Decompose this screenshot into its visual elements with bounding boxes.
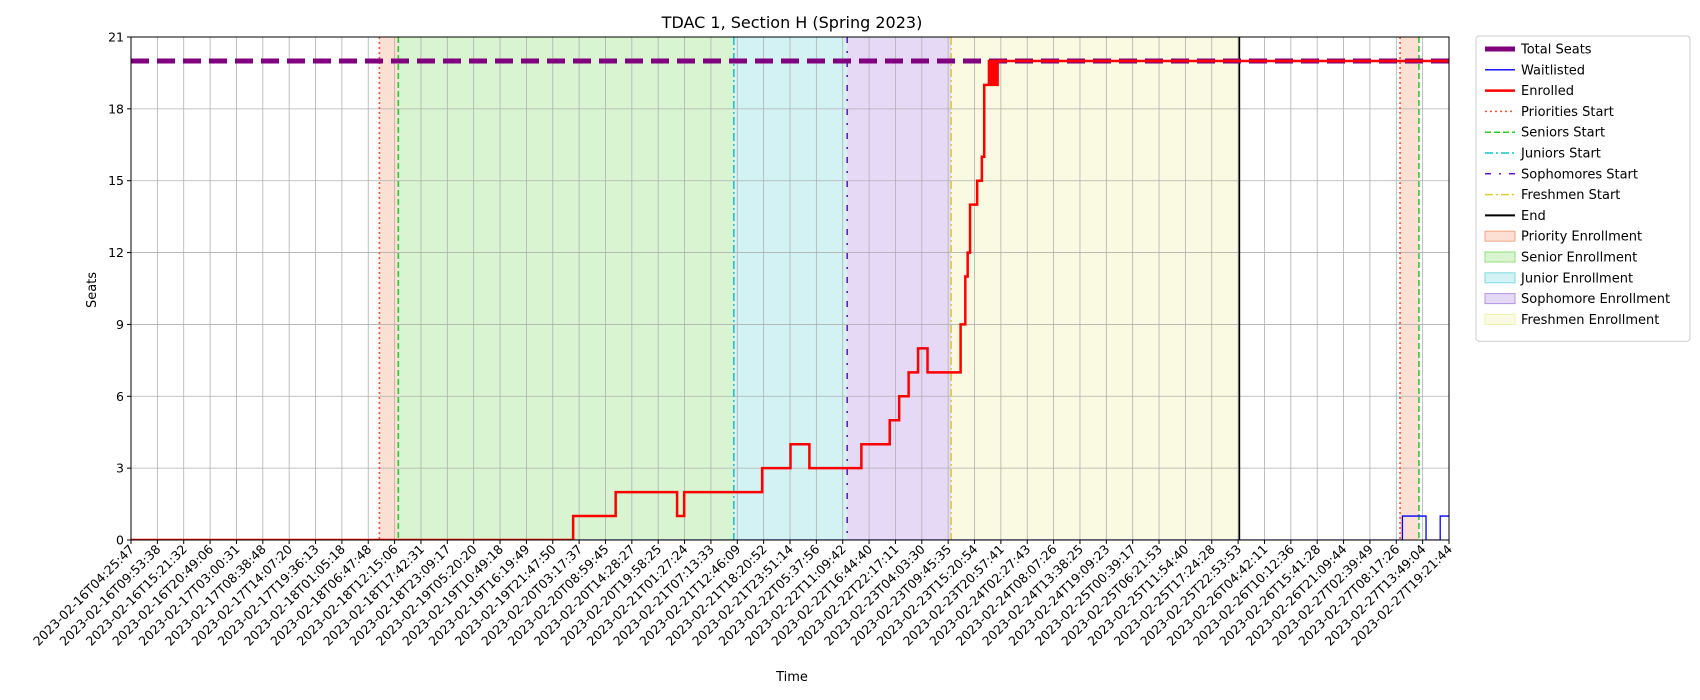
x-axis-label: Time xyxy=(775,670,808,685)
legend-label: Total Seats xyxy=(1520,43,1592,58)
legend-frame xyxy=(1475,35,1691,342)
y-axis-label: Seats xyxy=(85,272,100,308)
legend-swatch xyxy=(1484,251,1516,263)
plot-area: 0369121518212023-02-16T04:25:472023-02-1… xyxy=(30,30,1455,649)
legend-label: Priority Enrollment xyxy=(1521,230,1642,245)
legend-label: Senior Enrollment xyxy=(1521,251,1637,266)
series-line xyxy=(131,515,1449,540)
y-tick-label: 21 xyxy=(108,30,124,45)
legend-label: Priorities Start xyxy=(1521,105,1614,120)
y-tick-label: 0 xyxy=(116,533,124,548)
series-line xyxy=(131,59,1449,540)
legend-label: Sophomore Enrollment xyxy=(1521,292,1670,307)
legend-label: Freshmen Start xyxy=(1521,188,1620,203)
legend-swatch xyxy=(1484,272,1516,284)
y-tick-label: 6 xyxy=(116,389,124,404)
legend-swatch xyxy=(1484,313,1516,325)
chart-title: TDAC 1, Section H (Spring 2023) xyxy=(661,13,923,32)
y-tick-label: 18 xyxy=(108,101,124,116)
enrollment-region xyxy=(398,37,734,540)
legend-swatch xyxy=(1484,293,1516,305)
legend-label: Enrolled xyxy=(1521,84,1574,99)
legend-label: Junior Enrollment xyxy=(1520,271,1633,286)
y-tick-label: 9 xyxy=(116,317,124,332)
legend-label: Sophomores Start xyxy=(1521,167,1638,182)
legend: Total Seats Waitlisted Enrolled Priorities … xyxy=(1475,35,1691,342)
y-tick-label: 15 xyxy=(108,173,124,188)
legend-label: Juniors Start xyxy=(1520,147,1601,162)
enrollment-region xyxy=(379,37,399,540)
legend-label: Freshmen Enrollment xyxy=(1521,313,1659,328)
legend-swatch xyxy=(1484,230,1516,242)
legend-label: Waitlisted xyxy=(1521,63,1585,78)
enrollment-region xyxy=(1400,37,1419,540)
y-tick-label: 12 xyxy=(108,245,124,260)
enrollment-region xyxy=(847,37,952,540)
legend-label: Seniors Start xyxy=(1521,126,1605,141)
enrollment-region xyxy=(951,37,1240,540)
legend-label: End xyxy=(1521,209,1546,224)
y-tick-label: 3 xyxy=(116,461,124,476)
